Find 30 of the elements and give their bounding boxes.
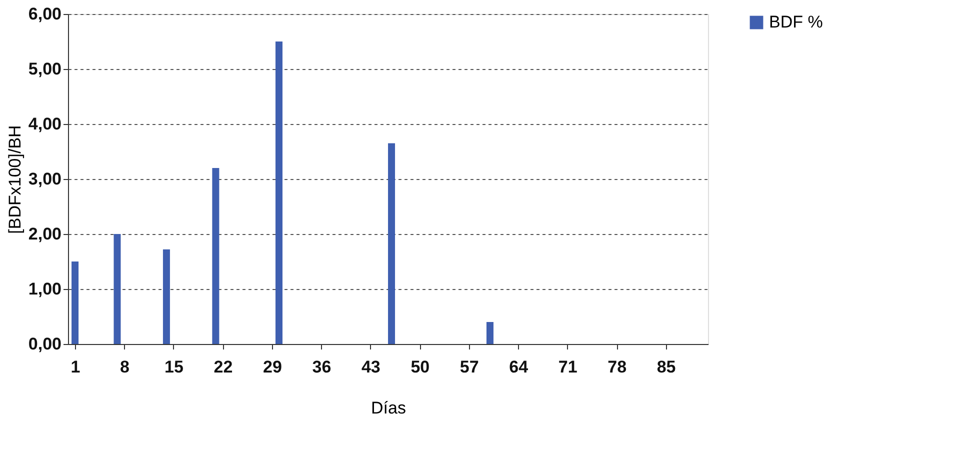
y-tick-label: 1,00 [28,280,62,298]
x-tick-label: 36 [312,358,332,376]
bar [114,234,121,344]
x-axis-title: Días [371,398,406,418]
bar [72,262,79,344]
y-tick-label: 5,00 [28,60,62,78]
x-tick-label: 78 [608,358,627,376]
x-tick-label: 43 [361,358,380,376]
y-tick-label: 0,00 [28,334,62,354]
x-tick-label: 71 [558,358,578,376]
x-tick-label: 15 [164,358,184,376]
x-tick-label: 8 [120,358,130,376]
bar [388,143,396,344]
y-tick-label: 2,00 [28,224,62,244]
legend-label: BDF % [769,12,823,32]
bar [212,168,220,344]
bar [275,42,282,344]
x-tick-label: 29 [262,358,282,376]
x-tick-label: 85 [656,358,676,376]
x-tick-label: 50 [410,358,430,376]
x-tick-label: 1 [70,358,80,376]
x-tick-label: 64 [509,358,529,376]
x-tick-label: 22 [214,358,233,376]
x-tick-label: 57 [460,358,479,376]
bar [486,322,494,344]
y-axis-title: [BDFx100]/BH [5,125,24,234]
y-tick-label: 6,00 [28,4,62,24]
y-tick-label: 4,00 [28,114,62,134]
y-tick-label: 3,00 [28,170,62,188]
bar [162,249,170,344]
